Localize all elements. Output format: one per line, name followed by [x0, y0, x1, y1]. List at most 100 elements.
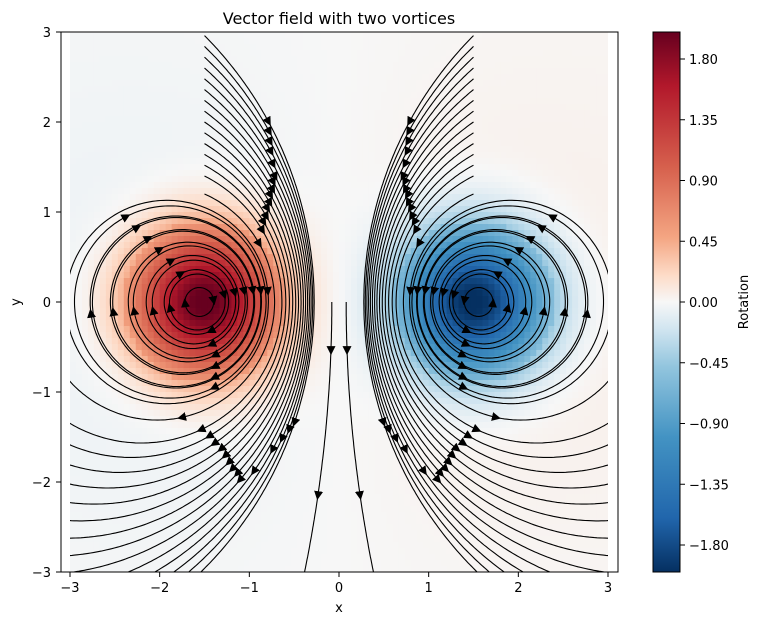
heat-cell	[231, 338, 238, 345]
heat-cell	[153, 446, 161, 453]
heat-cell	[165, 326, 173, 333]
heat-cell	[279, 254, 286, 261]
heat-cell	[93, 110, 101, 117]
heat-cell	[243, 554, 250, 561]
heat-cell	[70, 254, 77, 261]
heat-cell	[327, 428, 334, 435]
heat-cell	[171, 518, 179, 525]
heat-cell	[81, 134, 89, 141]
heat-cell	[177, 218, 185, 225]
heat-cell	[117, 92, 125, 99]
heat-cell	[135, 404, 143, 411]
heat-cell	[350, 452, 358, 459]
heat-cell	[374, 188, 382, 195]
heat-cell	[99, 170, 107, 177]
heat-cell	[303, 98, 310, 105]
heat-cell	[219, 116, 227, 123]
heat-cell	[273, 554, 280, 561]
heat-cell	[81, 500, 89, 507]
heat-cell	[87, 548, 95, 555]
heat-cell	[141, 38, 149, 45]
heat-cell	[237, 68, 244, 75]
heat-cell	[386, 260, 394, 267]
heat-cell	[374, 410, 382, 417]
heat-cell	[356, 368, 364, 375]
heat-cell	[123, 374, 131, 381]
heat-cell	[339, 470, 346, 477]
heat-cell	[219, 146, 227, 153]
heat-cell	[225, 416, 232, 423]
heat-cell	[141, 80, 149, 87]
heat-cell	[303, 74, 310, 81]
heat-cell	[171, 332, 179, 339]
heat-cell	[70, 512, 77, 519]
heat-cell	[333, 152, 340, 159]
heat-cell	[380, 524, 388, 531]
heat-cell	[99, 530, 107, 537]
heat-cell	[309, 104, 316, 111]
heat-cell	[368, 212, 376, 219]
heat-cell	[386, 74, 394, 81]
heat-cell	[321, 350, 328, 357]
heat-cell	[297, 56, 304, 63]
heat-cell	[159, 518, 167, 525]
heat-cell	[362, 518, 370, 525]
heat-cell	[141, 350, 149, 357]
heat-cell	[189, 218, 197, 225]
heat-cell	[123, 206, 131, 213]
heat-cell	[255, 494, 262, 501]
heat-cell	[93, 56, 101, 63]
heat-cell	[386, 398, 394, 405]
heat-cell	[219, 284, 227, 291]
heat-cell	[93, 476, 101, 483]
heat-cell	[392, 440, 400, 447]
heat-cell	[207, 542, 215, 549]
heat-cell	[153, 140, 161, 147]
heat-cell	[129, 476, 137, 483]
heat-cell	[171, 566, 179, 572]
heat-cell	[356, 326, 364, 333]
heat-cell	[117, 440, 125, 447]
heat-cell	[117, 140, 125, 147]
heat-cell	[344, 122, 352, 129]
heat-cell	[171, 218, 179, 225]
heat-cell	[135, 74, 143, 81]
heat-cell	[153, 68, 161, 75]
heat-cell	[368, 38, 376, 45]
heat-cell	[237, 410, 244, 417]
heat-cell	[165, 248, 173, 255]
heat-cell	[321, 170, 328, 177]
heat-cell	[195, 158, 203, 165]
heat-cell	[87, 422, 95, 429]
heat-cell	[165, 506, 173, 513]
heat-cell	[135, 326, 143, 333]
heat-cell	[261, 488, 268, 495]
heat-cell	[350, 254, 358, 261]
heat-cell	[207, 140, 215, 147]
heat-cell	[87, 554, 95, 561]
heat-cell	[362, 176, 370, 183]
heat-cell	[261, 248, 268, 255]
heat-cell	[207, 206, 215, 213]
heat-cell	[93, 500, 101, 507]
heat-cell	[321, 116, 328, 123]
heat-cell	[171, 536, 179, 543]
heat-cell	[315, 350, 322, 357]
heat-cell	[123, 200, 131, 207]
heat-cell	[105, 308, 113, 315]
heat-cell	[380, 122, 388, 129]
heat-cell	[147, 536, 155, 543]
heat-cell	[147, 260, 155, 267]
heat-cell	[207, 410, 215, 417]
heat-cell	[386, 284, 394, 291]
heat-cell	[303, 398, 310, 405]
heat-cell	[231, 158, 238, 165]
heat-cell	[183, 566, 191, 572]
heat-cell	[362, 164, 370, 171]
heat-cell	[123, 470, 131, 477]
heat-cell	[327, 320, 334, 327]
heat-cell	[219, 542, 227, 549]
heat-cell	[297, 266, 304, 273]
heat-cell	[309, 506, 316, 513]
heat-cell	[261, 278, 268, 285]
